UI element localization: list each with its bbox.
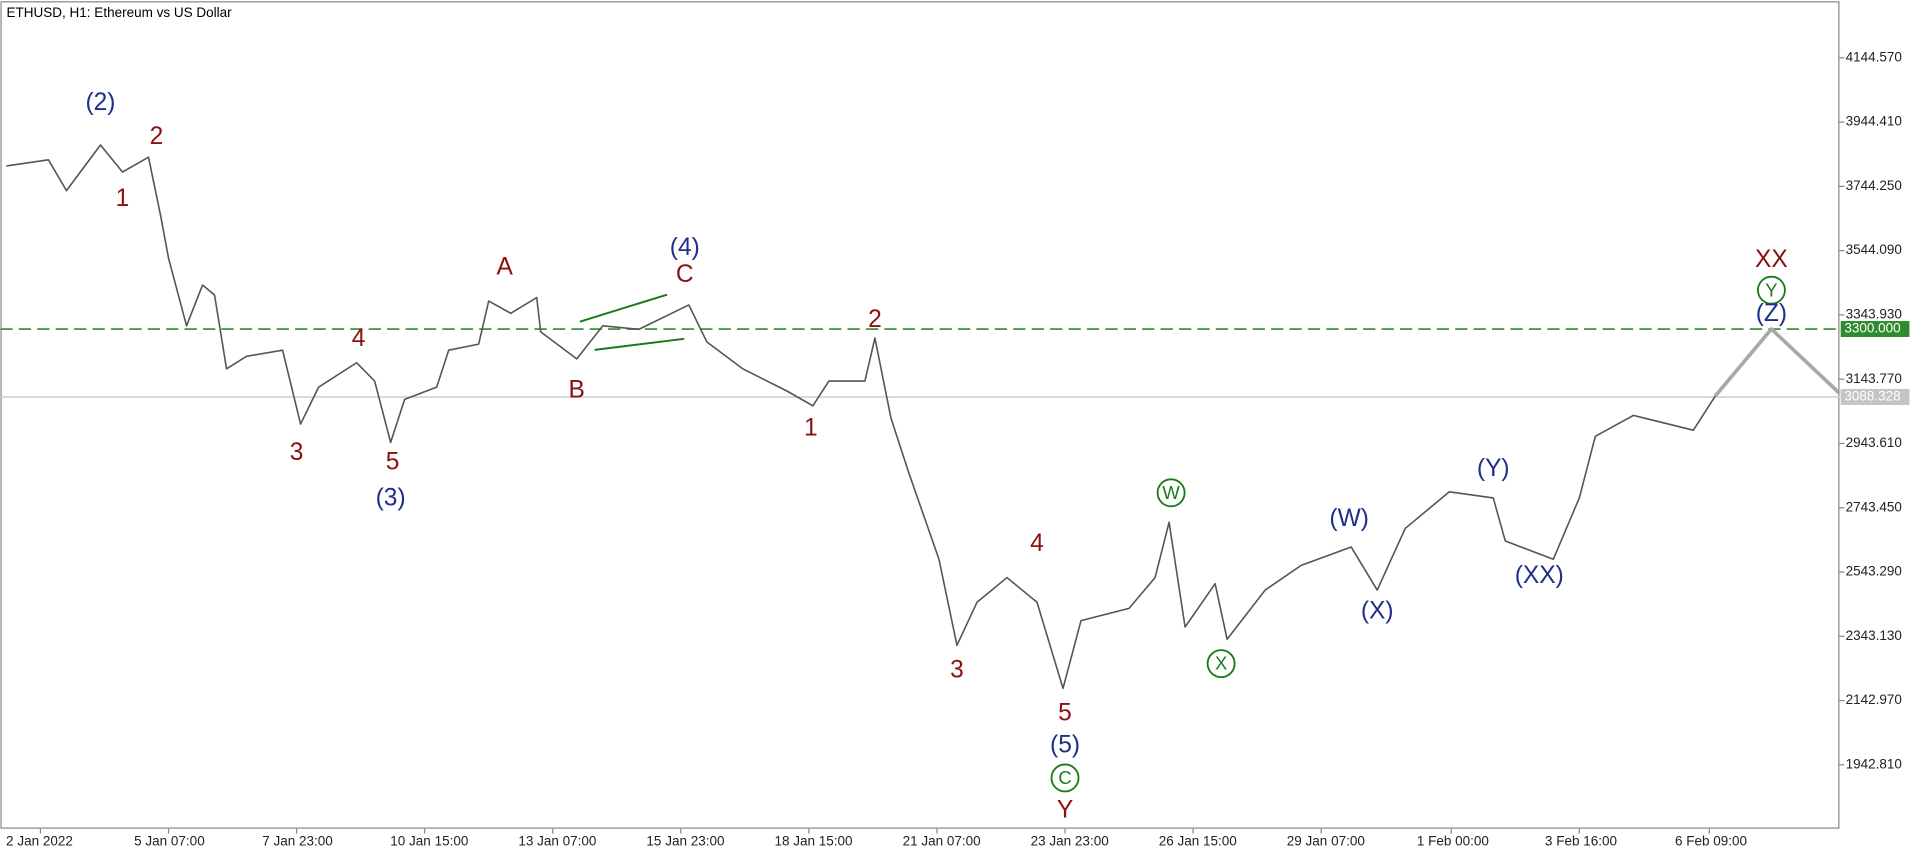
wave-label: XX [1755,246,1788,273]
price-level-label: 3300.000 [1844,321,1900,336]
x-tick-label: 10 Jan 15:00 [390,834,468,849]
price-line [6,144,1717,690]
wave-label: (X) [1361,597,1394,624]
wave-label: 2 [150,123,164,150]
y-tick-label: 2142.970 [1846,692,1902,707]
wave-label: 5 [1058,700,1072,727]
wave-label: C [676,261,694,288]
x-tick-label: 3 Feb 16:00 [1545,834,1617,849]
y-tick-label: 3744.250 [1846,178,1902,193]
x-tick-label: 29 Jan 07:00 [1287,834,1365,849]
wave-label: 2 [868,306,882,333]
y-tick-label: 2943.610 [1846,435,1902,450]
wave-label: B [569,376,585,403]
wave-label: Y [1057,796,1073,823]
y-tick-label: 1942.810 [1846,756,1902,771]
x-tick-label: 5 Jan 07:00 [134,834,205,849]
wave-label: X [1215,653,1227,674]
y-tick-label: 3944.410 [1846,114,1902,129]
wave-label: 3 [290,439,304,466]
y-tick-label: 4144.570 [1846,49,1902,64]
price-level-box [1840,321,1910,338]
wave-label: (Y) [1477,455,1510,482]
wave-label: (5) [1050,732,1080,759]
x-tick-label: 26 Jan 15:00 [1159,834,1237,849]
y-tick-label: 2543.290 [1846,564,1902,579]
x-tick-label: 23 Jan 23:00 [1031,834,1109,849]
triangle-lower-line [594,337,685,351]
x-tick-label: 21 Jan 07:00 [903,834,981,849]
plot-frame [0,1,1840,829]
wave-label: 1 [804,414,818,441]
price-level-box [1840,389,1910,405]
x-tick-label: 6 Feb 09:00 [1675,834,1747,849]
x-tick-label: 18 Jan 15:00 [775,834,853,849]
x-tick-label: 13 Jan 07:00 [518,834,596,849]
wave-label: C [1058,767,1071,788]
triangle-upper-line [579,293,668,323]
wave-label: (2) [85,89,115,116]
wave-label: 5 [386,449,400,476]
wave-label: (Z) [1756,300,1787,327]
wave-label: (W) [1329,505,1369,532]
wave-label-circle [1757,275,1786,305]
x-tick-label: 15 Jan 23:00 [646,834,724,849]
y-tick-label: 3544.090 [1846,242,1902,257]
wave-label: 4 [352,325,366,352]
wave-label: (3) [376,484,406,511]
wave-label: 1 [116,185,130,212]
x-tick-label: 2 Jan 2022 [6,834,73,849]
y-tick-label: 2743.450 [1846,499,1902,514]
wave-label-circle [1156,478,1186,508]
wave-label: Y [1765,279,1777,300]
wave-label: (XX) [1515,562,1564,589]
wave-label: (4) [670,234,700,261]
wave-label: A [497,253,514,280]
wave-label: W [1162,482,1180,503]
wave-label-circle [1050,763,1080,793]
price-level-label: 3088.328 [1844,389,1900,404]
x-tick-label: 7 Jan 23:00 [262,834,333,849]
wave-label-circle [1206,649,1236,679]
wave-label: 4 [1030,530,1044,557]
y-tick-label: 3143.770 [1846,371,1902,386]
y-tick-label: 3343.930 [1846,306,1902,321]
chart-title: ETHUSD, H1: Ethereum vs US Dollar [7,5,233,20]
projection-line [1713,327,1841,398]
y-tick-label: 2343.130 [1846,628,1902,643]
x-tick-label: 1 Feb 00:00 [1417,834,1489,849]
wave-label: 3 [950,656,964,683]
